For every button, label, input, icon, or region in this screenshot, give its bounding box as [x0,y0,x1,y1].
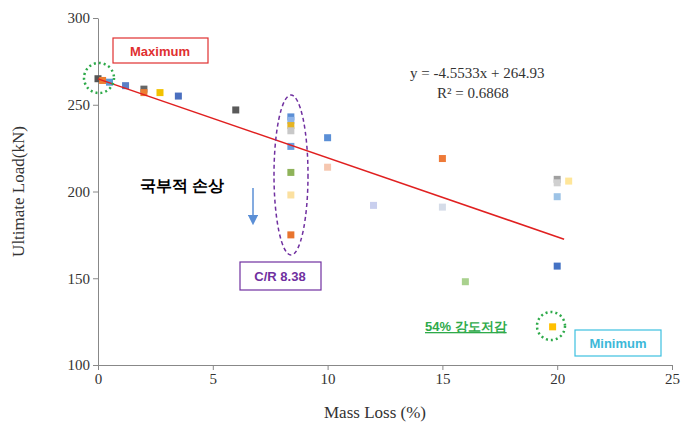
tick-label: 5 [210,371,218,387]
tick: 25 [665,365,680,387]
plot: 0 5 10 15 20 25 100 150 200 250 300 [68,10,681,386]
arrow [252,188,254,220]
point [554,179,561,186]
x-axis: 0 5 10 15 20 25 [95,365,680,387]
tick: 150 [68,271,99,287]
tick-label: 100 [68,357,91,373]
point [156,89,163,96]
highlight-ellipse [274,95,308,255]
annotation: C/R 8.38 [254,269,305,284]
point [175,93,182,100]
axis-line [98,19,99,366]
tick-mark [442,365,443,370]
point [565,178,572,185]
point [439,204,446,211]
annotation: Minimum [589,336,646,351]
marks [95,75,573,330]
tick-label: 250 [68,97,91,113]
point [287,191,294,198]
tick: 200 [68,184,99,200]
tick: 300 [68,10,99,26]
x-axis-title: Mass Loss (%) [324,403,426,422]
tick-label: 200 [68,184,91,200]
tick-mark [557,365,558,370]
point [370,202,377,209]
point [554,263,561,270]
tick: 15 [435,365,450,387]
annotation: R² = 0.6868 [437,85,509,101]
point [287,127,294,134]
tick-label: 15 [435,371,450,387]
annotation: Maximum [130,44,190,59]
tick-mark [93,365,98,366]
point [439,155,446,162]
point [232,106,239,113]
tick-mark [672,365,673,370]
tick: 20 [550,365,565,387]
point [287,231,294,238]
tick-mark [213,365,214,370]
y-axis: 100 150 200 250 300 [68,10,99,373]
tick-mark [93,278,98,279]
y-axis-title: Ultimate Load(kN) [9,126,28,257]
tick: 10 [321,365,336,387]
tick-mark [93,18,98,19]
tick-mark [328,365,329,370]
highlight-circle [84,63,114,93]
highlight-circle [537,312,565,340]
point [549,323,556,330]
tick-label: 300 [68,10,91,26]
tick-label: 25 [665,371,680,387]
point [554,193,561,200]
tick: 0 [95,365,103,387]
tick-mark [93,105,98,106]
point [462,278,469,285]
annotation-shapes [84,38,661,356]
tick-label: 150 [68,271,91,287]
label-box [113,38,208,63]
tick-mark [93,192,98,193]
point [324,164,331,171]
annotation: 국부적 손상 [140,177,224,194]
annotation: y = -4.5533x + 264.93 [410,65,544,81]
tick: 5 [210,365,218,387]
axis-line [99,365,673,366]
point [287,169,294,176]
annotation: 54% 강도저감 [425,319,507,334]
label-box [575,330,661,356]
label-box [240,262,321,290]
tick-label: 10 [321,371,336,387]
tick: 250 [68,97,99,113]
tick-mark [98,365,99,370]
tick-label: 0 [95,371,103,387]
point [324,134,331,141]
tick-label: 20 [550,371,565,387]
trend-line [98,79,564,239]
chart: 0 5 10 15 20 25 100 150 200 250 300 Mass Loss (%) Ul… [0,0,689,436]
tick: 100 [68,357,99,373]
